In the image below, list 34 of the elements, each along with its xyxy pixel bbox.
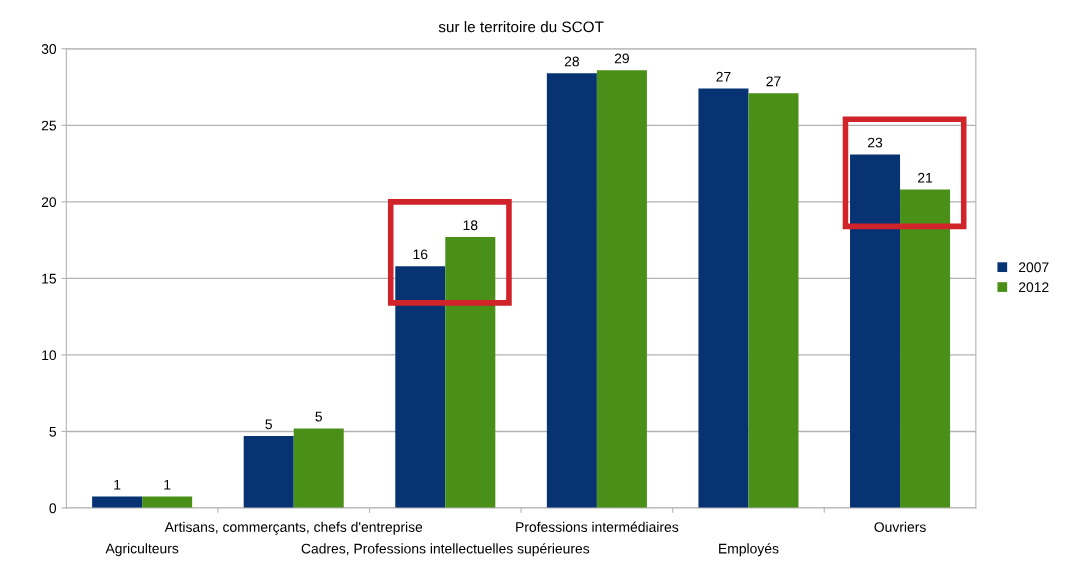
x-tick-label: Ouvriers — [874, 521, 926, 532]
data-label: 1 — [164, 479, 171, 490]
data-label: 1 — [114, 479, 121, 490]
bar — [546, 73, 597, 508]
data-label: 16 — [413, 249, 428, 260]
data-label: 27 — [766, 76, 781, 87]
y-tick-label: 10 — [42, 350, 57, 361]
bar — [243, 436, 294, 508]
data-label: 28 — [564, 56, 579, 67]
bar — [293, 428, 344, 508]
y-tick-label: 15 — [42, 273, 57, 284]
bar — [748, 93, 799, 508]
y-tick-label: 20 — [41, 197, 57, 208]
chart-title: sur le territoire du SCOT — [438, 21, 604, 33]
legend-label: 2007 — [1018, 262, 1049, 273]
data-label: 5 — [315, 411, 323, 422]
bar — [698, 88, 749, 508]
y-tick-label: 5 — [49, 426, 57, 437]
y-tick-label: 25 — [41, 120, 57, 131]
data-label: 27 — [716, 71, 731, 82]
data-label: 29 — [614, 53, 629, 64]
x-tick-label: Artisans, commerçants, chefs d'entreprise — [164, 521, 423, 535]
x-tick-label: Agriculteurs — [105, 543, 179, 557]
legend-label: 2012 — [1018, 282, 1049, 293]
x-tick-label: Cadres, Professions intellectuelles supérieures — [301, 543, 590, 557]
bar — [596, 70, 647, 508]
y-tick-label: 30 — [41, 44, 57, 54]
data-label: 21 — [918, 172, 933, 183]
y-tick-label: 0 — [49, 503, 57, 514]
x-tick-label: Professions intermédiaires — [516, 521, 679, 532]
data-label: 18 — [463, 220, 478, 231]
x-tick-label: Employés — [719, 543, 779, 557]
data-label: 23 — [868, 137, 883, 148]
data-label: 5 — [265, 419, 272, 430]
